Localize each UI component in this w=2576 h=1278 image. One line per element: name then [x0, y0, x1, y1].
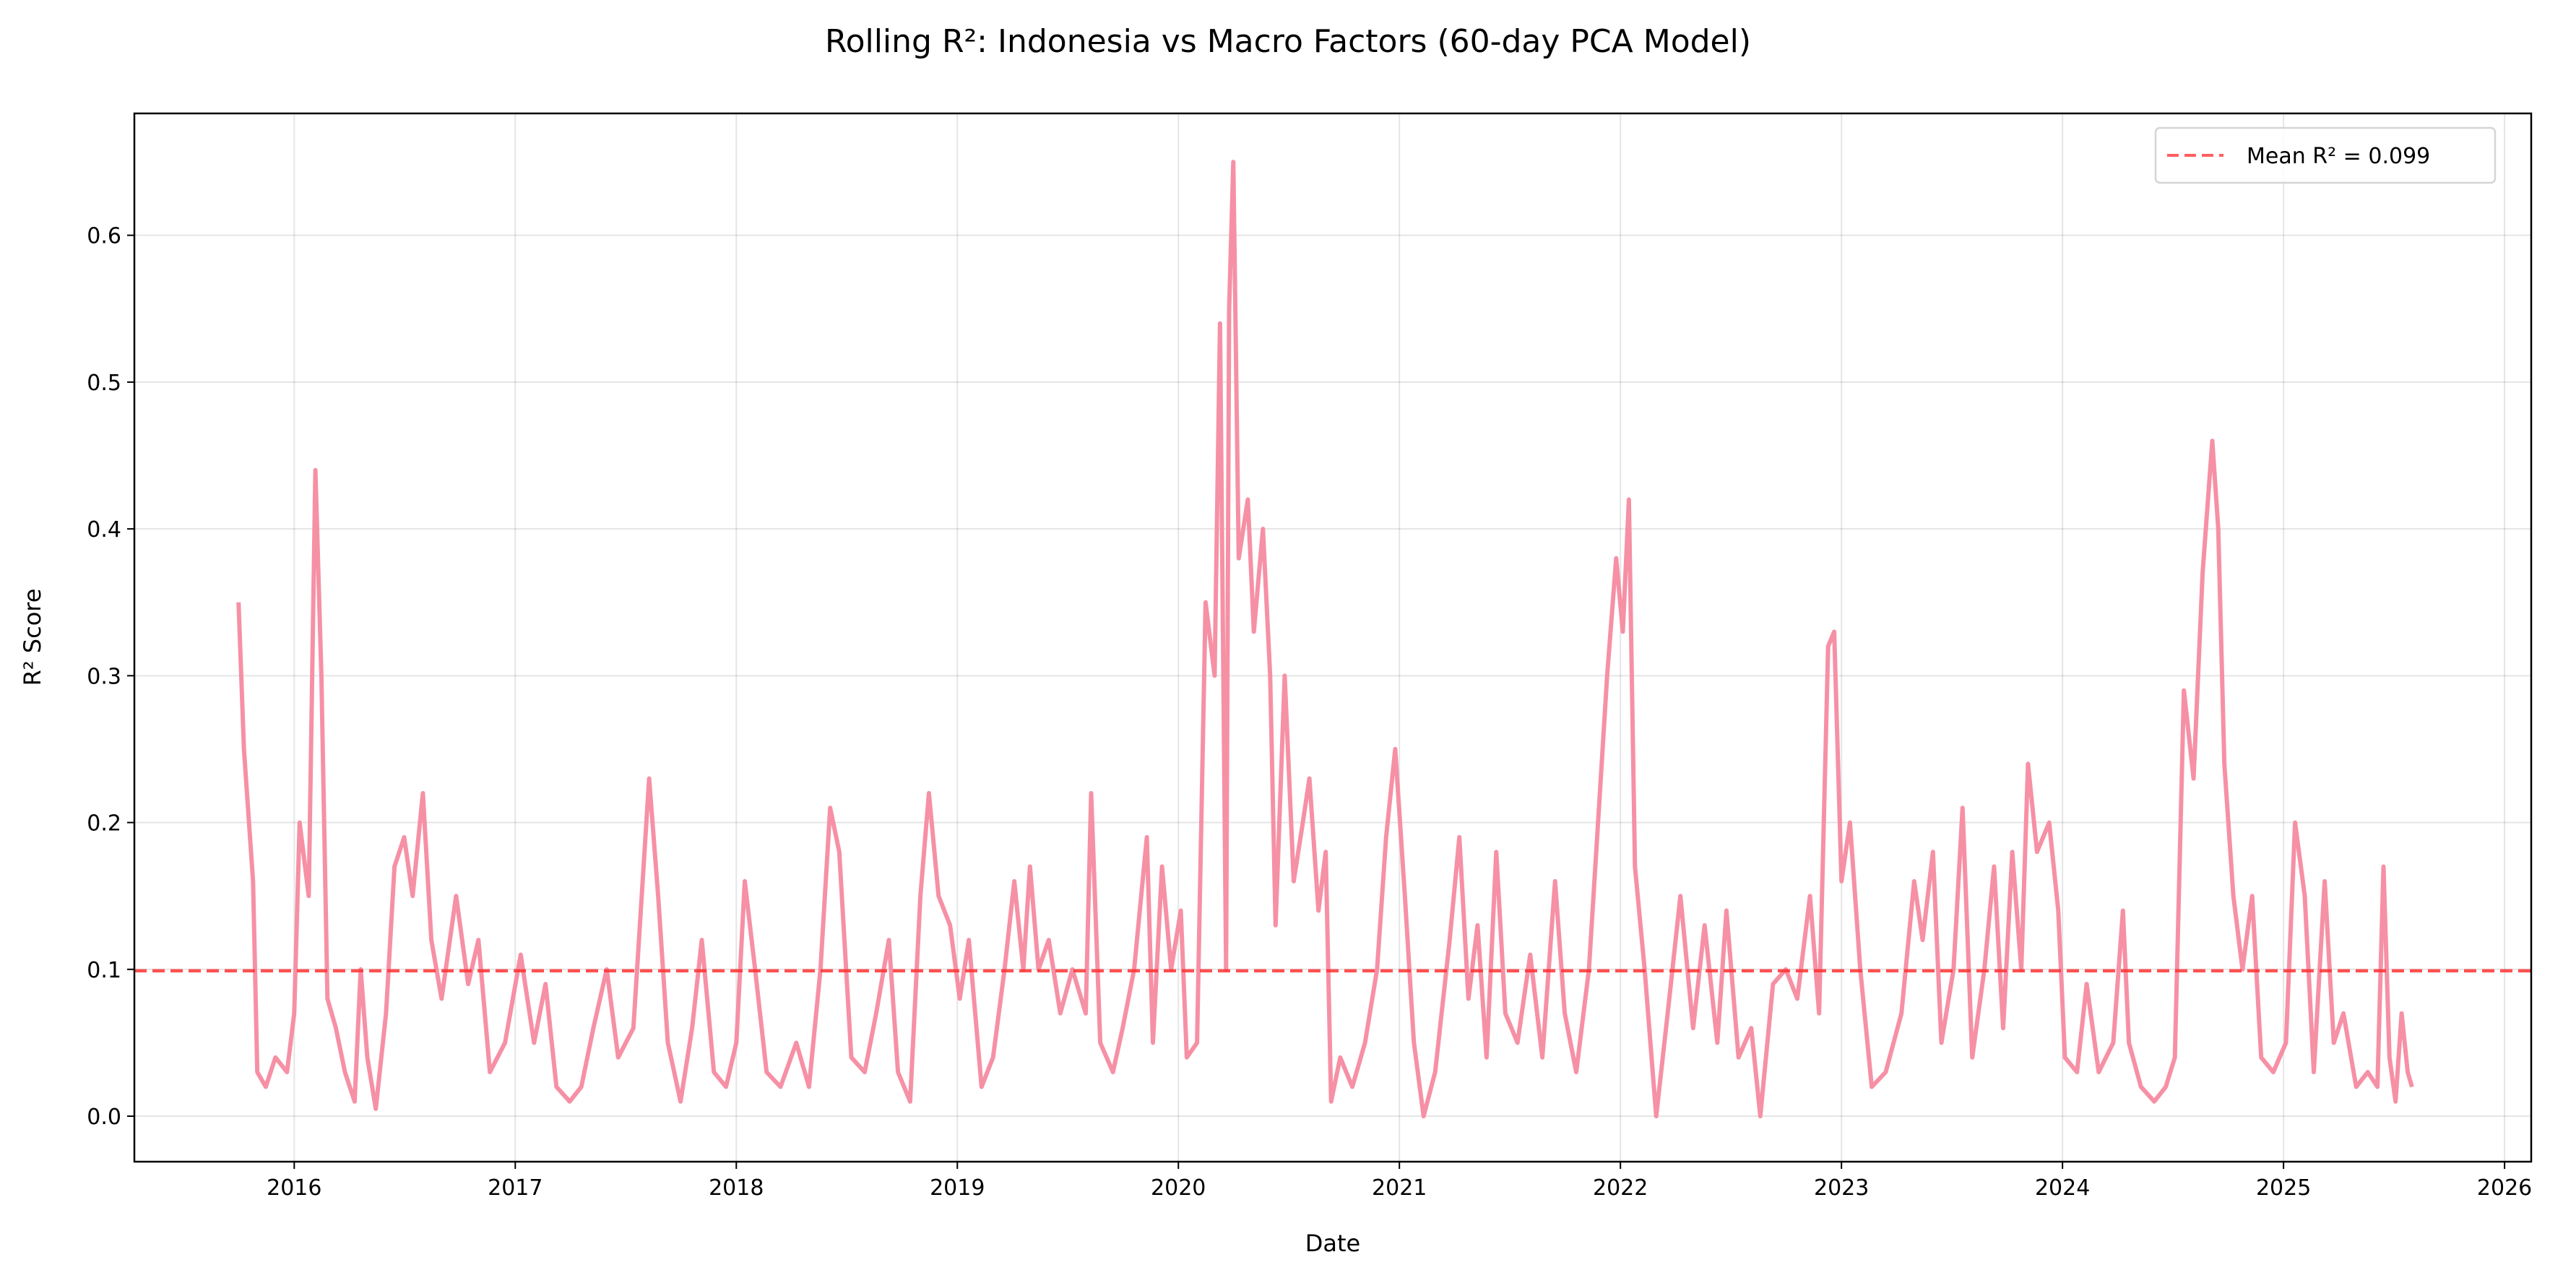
y-tick-label: 0.3 [87, 664, 121, 689]
y-tick-label: 0.6 [87, 224, 121, 249]
plot-area [134, 160, 2531, 1118]
y-axis-label: R² Score [19, 589, 46, 686]
x-tick-label: 2020 [1151, 1175, 1206, 1201]
r2-series-line [236, 160, 2414, 1118]
grid [134, 113, 2531, 1162]
x-tick-label: 2022 [1593, 1175, 1648, 1201]
legend-mean-label: Mean R² = 0.099 [2247, 144, 2430, 169]
x-tick-label: 2016 [267, 1175, 321, 1201]
plot-frame [133, 112, 2533, 1163]
y-axis-ticks: 0.0 0.1 0.2 0.3 0.4 0.5 0.6 [87, 224, 134, 1130]
y-tick-label: 0.2 [87, 811, 121, 837]
y-tick-label: 0.0 [87, 1105, 121, 1130]
x-tick-label: 2026 [2477, 1175, 2532, 1201]
legend-box [2154, 126, 2497, 184]
y-tick-label: 0.1 [87, 958, 121, 983]
y-tick-label: 0.4 [87, 517, 121, 543]
x-tick-label: 2018 [709, 1175, 764, 1201]
x-tick-label: 2021 [1372, 1175, 1427, 1201]
y-tick-label: 0.5 [87, 371, 121, 396]
x-tick-label: 2024 [2035, 1175, 2090, 1201]
x-tick-label: 2025 [2256, 1175, 2311, 1201]
x-tick-label: 2023 [1814, 1175, 1869, 1201]
x-axis-ticks: 2016 2017 2018 2019 2020 2021 2022 2023 2024 2025… [267, 1162, 2532, 1201]
chart-title: Rolling R²: Indonesia vs Macro Factors (… [825, 23, 1751, 60]
x-tick-label: 2019 [930, 1175, 985, 1201]
x-tick-label: 2017 [488, 1175, 543, 1201]
legend: Mean R² = 0.099 [2154, 126, 2497, 184]
x-axis-label: Date [1305, 1230, 1360, 1257]
